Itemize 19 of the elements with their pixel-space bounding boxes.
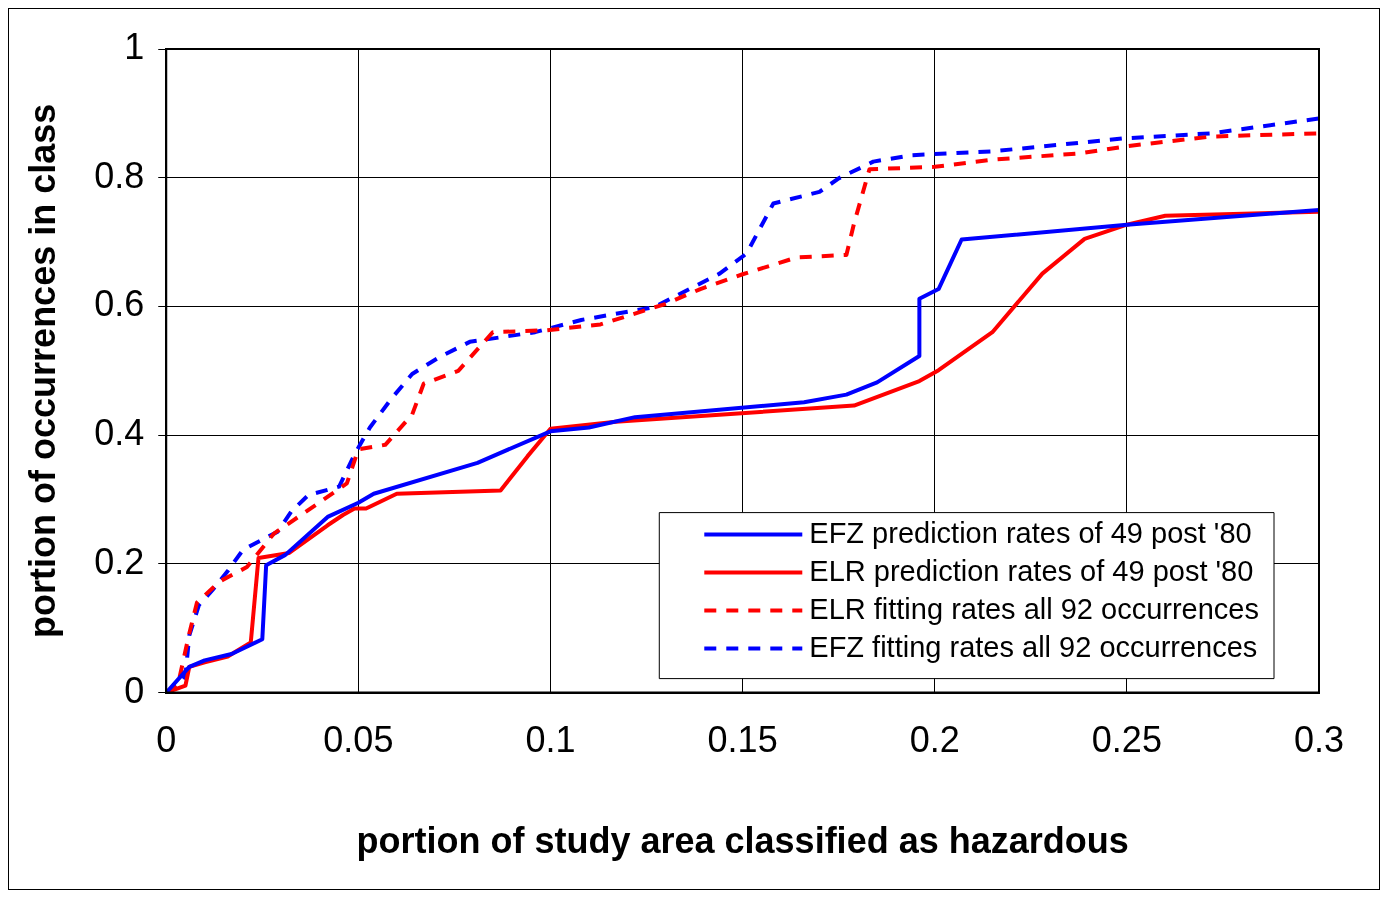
x-tick-label: 0 (156, 719, 177, 761)
y-tick-label: 0.4 (94, 412, 145, 454)
x-tick-label: 0.05 (323, 719, 394, 761)
y-tick-label: 0.2 (94, 540, 145, 582)
x-tick-label: 0.1 (525, 719, 576, 761)
x-axis-title: portion of study area classified as hazardous (356, 820, 1129, 862)
legend-label: EFZ fitting rates all 92 occurrences (809, 630, 1258, 663)
y-tick-label: 0 (124, 669, 145, 711)
y-tick-label: 0.8 (94, 154, 145, 196)
legend-label: ELR prediction rates of 49 post '80 (809, 554, 1254, 587)
x-tick-label: 0.15 (707, 719, 778, 761)
x-tick-label: 0.2 (909, 719, 960, 761)
x-tick-label: 0.3 (1293, 719, 1345, 761)
legend-label: EFZ prediction rates of 49 post '80 (809, 516, 1252, 549)
x-tick-label: 0.25 (1091, 719, 1162, 761)
y-tick-label: 1 (124, 25, 145, 67)
legend-label: ELR fitting rates all 92 occurrences (809, 592, 1260, 625)
y-tick-label: 0.6 (94, 283, 145, 325)
y-axis-title: portion of occurrences in class (21, 103, 63, 638)
